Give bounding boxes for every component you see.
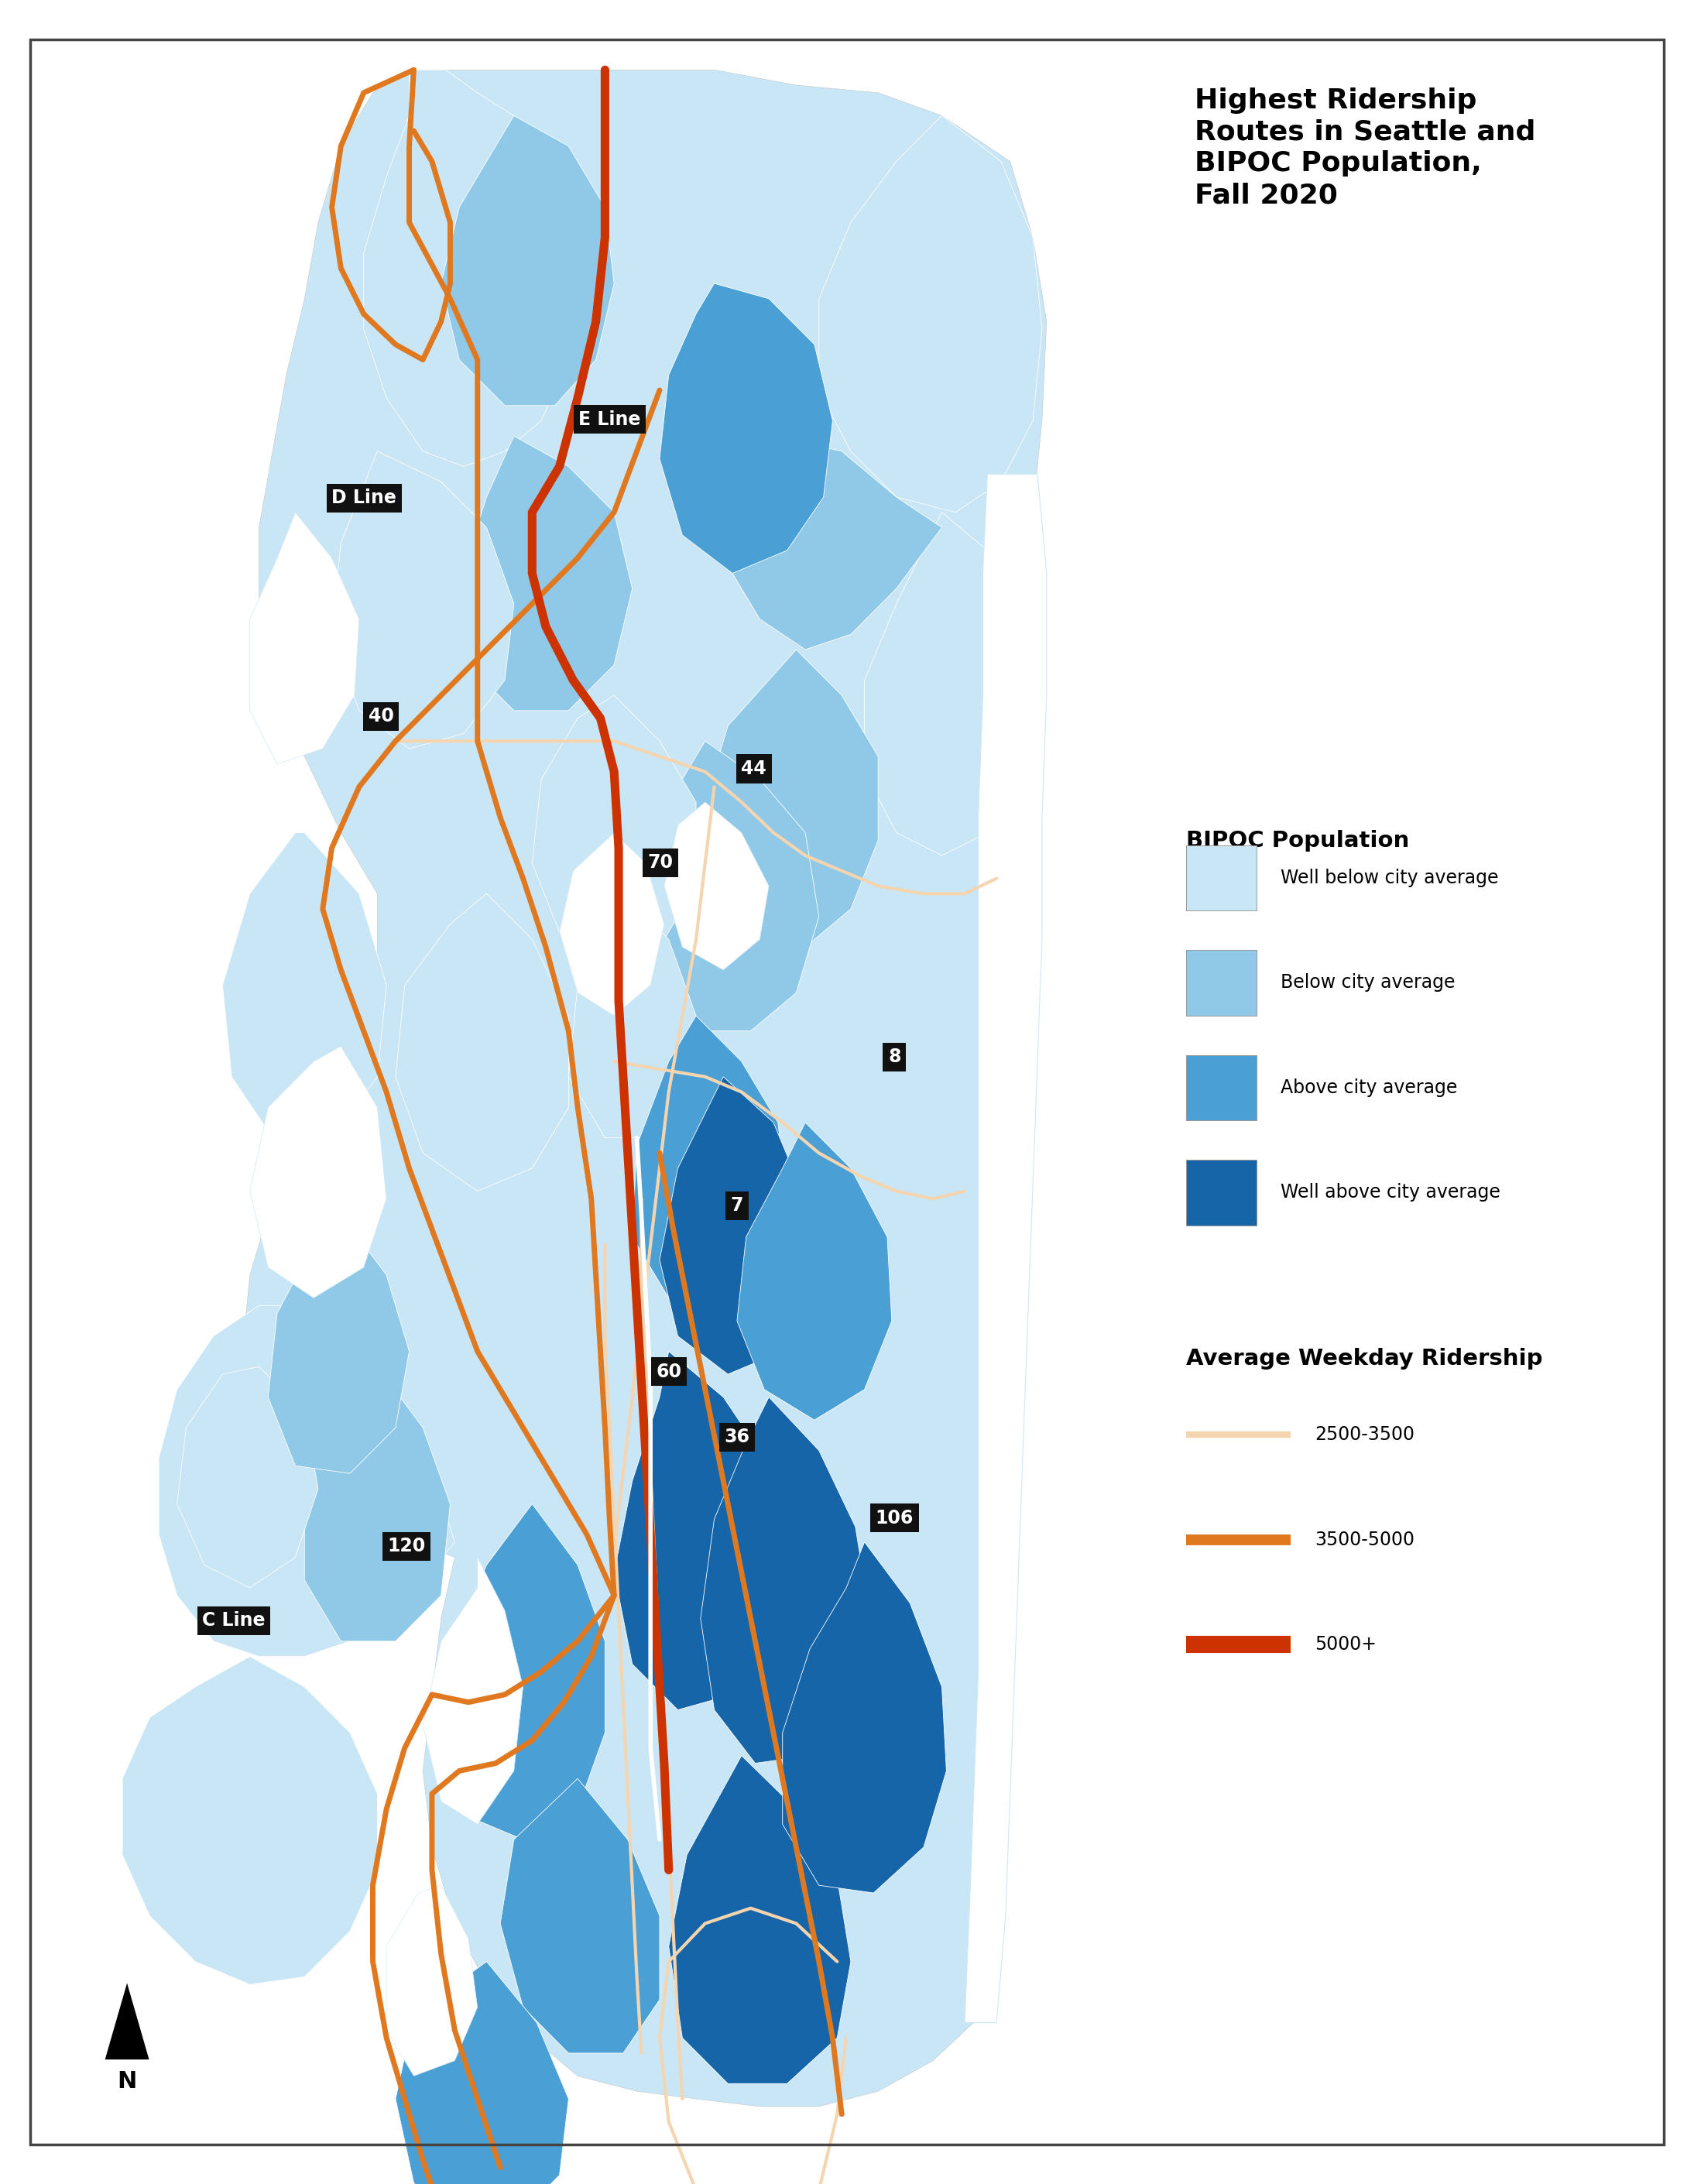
Text: C Line: C Line bbox=[202, 1612, 266, 1629]
Polygon shape bbox=[386, 1885, 478, 2077]
Polygon shape bbox=[964, 474, 1047, 2022]
Text: 70: 70 bbox=[647, 854, 674, 871]
Polygon shape bbox=[664, 802, 769, 970]
Polygon shape bbox=[669, 1756, 850, 2084]
Polygon shape bbox=[332, 452, 513, 749]
Text: 3500-5000: 3500-5000 bbox=[1315, 1531, 1414, 1548]
Polygon shape bbox=[613, 1352, 783, 1710]
Text: 7: 7 bbox=[730, 1197, 744, 1214]
Text: Below city average: Below city average bbox=[1281, 974, 1455, 992]
Text: 106: 106 bbox=[876, 1509, 913, 1527]
FancyBboxPatch shape bbox=[1186, 1160, 1257, 1225]
Polygon shape bbox=[159, 1306, 454, 1655]
Text: Well above city average: Well above city average bbox=[1281, 1184, 1501, 1201]
Polygon shape bbox=[701, 1398, 869, 1762]
Polygon shape bbox=[723, 437, 942, 649]
Polygon shape bbox=[737, 1123, 891, 1420]
Polygon shape bbox=[395, 1961, 569, 2184]
Polygon shape bbox=[559, 832, 664, 1016]
Polygon shape bbox=[637, 740, 818, 1031]
Text: 60: 60 bbox=[656, 1363, 683, 1380]
Text: E Line: E Line bbox=[579, 411, 640, 428]
Polygon shape bbox=[364, 70, 578, 467]
Polygon shape bbox=[569, 893, 696, 1138]
Polygon shape bbox=[105, 1983, 149, 2060]
Text: 8: 8 bbox=[888, 1048, 901, 1066]
Text: Average Weekday Ridership: Average Weekday Ridership bbox=[1186, 1348, 1542, 1369]
Text: D Line: D Line bbox=[332, 489, 396, 507]
Text: BIPOC Population: BIPOC Population bbox=[1186, 830, 1409, 852]
Polygon shape bbox=[632, 1016, 788, 1313]
Text: 5000+: 5000+ bbox=[1315, 1636, 1377, 1653]
Text: N: N bbox=[117, 2070, 137, 2092]
Polygon shape bbox=[424, 1557, 523, 1824]
Polygon shape bbox=[459, 437, 632, 710]
Polygon shape bbox=[818, 116, 1042, 513]
FancyBboxPatch shape bbox=[1186, 1055, 1257, 1120]
Text: 40: 40 bbox=[368, 708, 395, 725]
Polygon shape bbox=[532, 695, 696, 970]
FancyBboxPatch shape bbox=[1186, 950, 1257, 1016]
FancyBboxPatch shape bbox=[1186, 845, 1257, 911]
Polygon shape bbox=[395, 893, 569, 1190]
Polygon shape bbox=[783, 1542, 947, 1894]
Text: 2500-3500: 2500-3500 bbox=[1315, 1426, 1414, 1444]
Polygon shape bbox=[176, 1367, 318, 1588]
Text: 44: 44 bbox=[742, 760, 766, 778]
Text: Above city average: Above city average bbox=[1281, 1079, 1457, 1096]
Polygon shape bbox=[440, 1505, 605, 1839]
Polygon shape bbox=[659, 1077, 810, 1374]
Polygon shape bbox=[122, 1655, 378, 1985]
Text: Highest Ridership
Routes in Seattle and
BIPOC Population,
Fall 2020: Highest Ridership Routes in Seattle and … bbox=[1194, 87, 1535, 207]
Polygon shape bbox=[241, 70, 1047, 2108]
Polygon shape bbox=[222, 832, 386, 1138]
Polygon shape bbox=[440, 116, 613, 406]
Text: Well below city average: Well below city average bbox=[1281, 869, 1499, 887]
Polygon shape bbox=[249, 513, 359, 764]
Polygon shape bbox=[705, 649, 877, 948]
Text: 120: 120 bbox=[388, 1538, 425, 1555]
Polygon shape bbox=[305, 1367, 451, 1640]
Polygon shape bbox=[500, 1778, 659, 2053]
Polygon shape bbox=[249, 1046, 386, 1297]
Polygon shape bbox=[268, 1214, 410, 1474]
Polygon shape bbox=[864, 513, 1037, 856]
Text: 36: 36 bbox=[723, 1428, 750, 1446]
Polygon shape bbox=[659, 284, 832, 572]
